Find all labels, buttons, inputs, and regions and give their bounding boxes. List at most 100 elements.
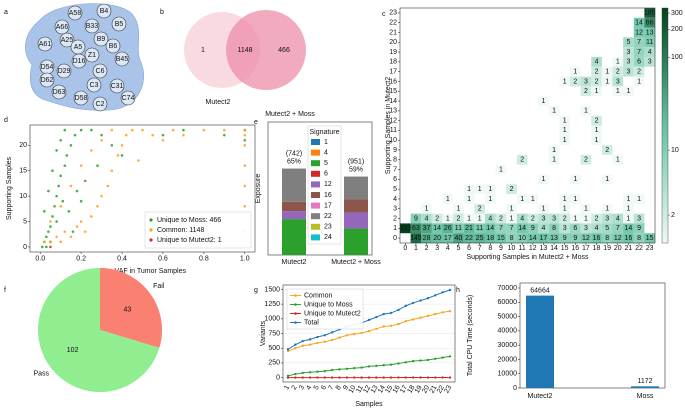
heatmap-cell (633, 37, 645, 48)
point (124, 133, 128, 137)
x-tick-label: 4 (446, 245, 450, 252)
point (79, 220, 83, 223)
cell-label: 3 (563, 225, 567, 232)
cell-label: 7 (616, 225, 620, 232)
cell-label: 9 (573, 235, 577, 242)
legend-marker (294, 294, 297, 297)
cell-label: 1 (446, 196, 450, 203)
x-tick-label: 13 (540, 245, 548, 252)
venn-count: 1148 (237, 47, 252, 54)
point (382, 325, 385, 328)
legend-label: Unique to Mutect2: 1 (157, 237, 222, 244)
cell-label: 12 (635, 29, 643, 36)
x-tick-label: 10 (508, 245, 516, 252)
y-tick-label: 20000 (498, 356, 518, 363)
heatmap-cell (633, 233, 645, 243)
heatmap-cell (485, 194, 496, 204)
heatmap-cell (612, 223, 624, 234)
point (243, 128, 247, 132)
x-tick-label: 3 (435, 245, 439, 252)
point (411, 359, 415, 363)
y-tick-label: 15 (19, 168, 27, 175)
heatmap-cell (495, 223, 507, 234)
heatmap-cell (570, 66, 581, 77)
slice-label: Fail (153, 283, 165, 290)
sample-site (86, 77, 102, 93)
y-tick-label: 1500 (264, 286, 280, 293)
heatmap-cell (474, 213, 485, 224)
heatmap-cell (559, 203, 570, 214)
cell-label: 12 (582, 235, 590, 242)
heatmap-cell (538, 233, 549, 243)
point (389, 376, 393, 379)
bar-segment (282, 201, 306, 212)
point (411, 318, 415, 321)
point (404, 376, 408, 379)
x-tick-label: 2 (291, 384, 299, 391)
colorbar-tick-label: 10 (671, 147, 679, 154)
cell-label: 1 (520, 196, 524, 203)
heatmap-cell (559, 115, 570, 126)
x-tick-label: 15 (384, 384, 394, 394)
heatmap-cell (431, 213, 443, 224)
point (43, 240, 46, 244)
heatmap-cell (506, 203, 517, 214)
y-tick-label: 4 (393, 196, 397, 203)
heatmap-cell (453, 223, 464, 234)
sample-label: C3 (90, 82, 99, 89)
y-tick-label: 0 (513, 385, 517, 392)
cell-label: 28 (423, 235, 431, 242)
cell-label: 15 (497, 235, 505, 242)
set-circle (226, 10, 306, 90)
heatmap-cell (623, 194, 634, 204)
point (316, 376, 319, 379)
bar-segment (344, 212, 368, 229)
x-tick-label: 14 (377, 384, 387, 394)
sample-label: D54 (41, 64, 54, 71)
sample-label: A58 (69, 10, 82, 17)
cell-label: 2 (605, 147, 609, 154)
cell-label: 1 (467, 196, 471, 203)
point (389, 363, 393, 366)
cell-label: 2 (531, 215, 535, 222)
point (49, 225, 52, 228)
cell-label: 4 (595, 225, 599, 232)
point (55, 235, 58, 239)
x-tick-label: 13 (370, 384, 380, 394)
cell-label: 4 (616, 215, 620, 222)
x-tick-label: 19 (414, 384, 424, 394)
cell-label: 1 (563, 117, 567, 124)
cell-label: 1 (595, 88, 599, 95)
point (243, 164, 247, 167)
x-tick-label: 17 (399, 384, 409, 394)
heatmap-cell (548, 223, 560, 234)
x-tick-label: 3 (298, 384, 306, 391)
x-tick-label: 20 (614, 245, 622, 252)
cell-label: 1 (488, 196, 492, 203)
cell-label: 1 (446, 215, 450, 222)
heatmap-cell (410, 213, 422, 224)
y-tick-label: 10000 (498, 371, 518, 378)
point (55, 149, 58, 152)
legend-swatch (311, 149, 320, 156)
cell-label: 1 (541, 98, 545, 105)
legend-label: Common: 1148 (157, 227, 204, 234)
heatmap-cell (644, 37, 655, 48)
axes-frame (267, 121, 373, 256)
point (73, 133, 77, 137)
bar-note: 65% (287, 158, 301, 165)
point (294, 372, 297, 376)
heatmap-cell (516, 213, 528, 224)
sample-label: C74 (122, 95, 135, 102)
point (243, 133, 247, 137)
y-tick-label: 70000 (498, 285, 518, 292)
colorbar-tick-label: 300 (671, 10, 683, 17)
heatmap-cell (623, 233, 634, 243)
point (441, 376, 444, 379)
heatmap-cell (516, 223, 528, 234)
point (120, 154, 124, 157)
cell-label: 1 (467, 186, 471, 193)
point (223, 128, 226, 132)
x-tick-label: 20 (421, 384, 431, 394)
y-tick-label: 13 (389, 108, 397, 115)
